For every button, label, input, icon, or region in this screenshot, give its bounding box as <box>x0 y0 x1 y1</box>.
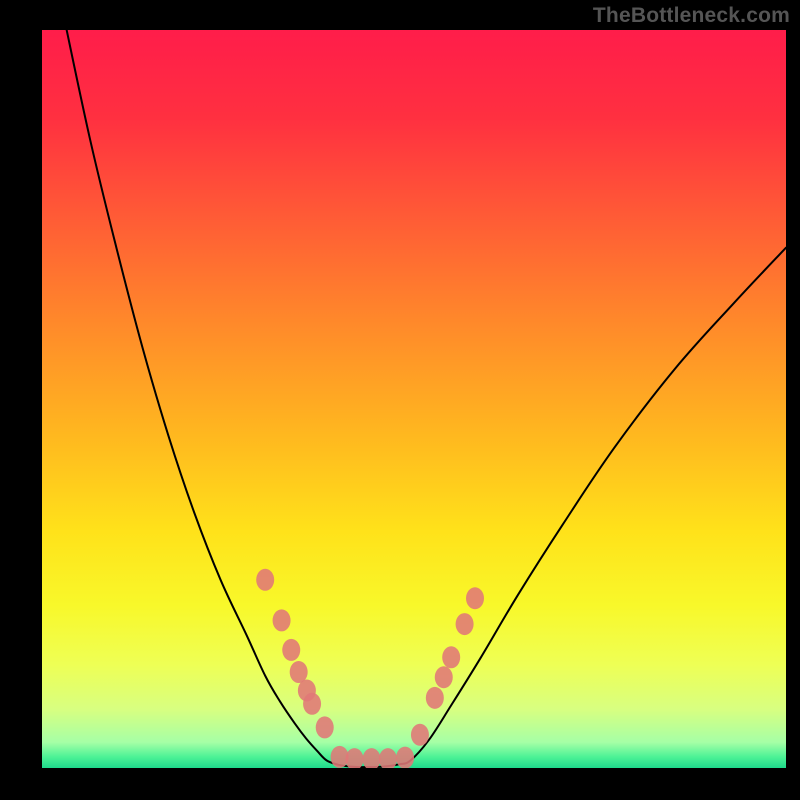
data-marker <box>426 687 444 709</box>
plot-background-gradient <box>42 30 786 768</box>
data-marker <box>456 613 474 635</box>
data-marker <box>411 724 429 746</box>
bottleneck-curve-chart <box>0 0 800 800</box>
data-marker <box>396 747 414 769</box>
watermark-text: TheBottleneck.com <box>593 4 790 28</box>
data-marker <box>345 748 363 770</box>
data-marker <box>363 748 381 770</box>
data-marker <box>316 716 334 738</box>
data-marker <box>282 639 300 661</box>
data-marker <box>435 666 453 688</box>
chart-container: TheBottleneck.com <box>0 0 800 800</box>
data-marker <box>466 587 484 609</box>
data-marker <box>256 569 274 591</box>
data-marker <box>442 646 460 668</box>
data-marker <box>273 609 291 631</box>
data-marker <box>379 748 397 770</box>
data-marker <box>303 693 321 715</box>
